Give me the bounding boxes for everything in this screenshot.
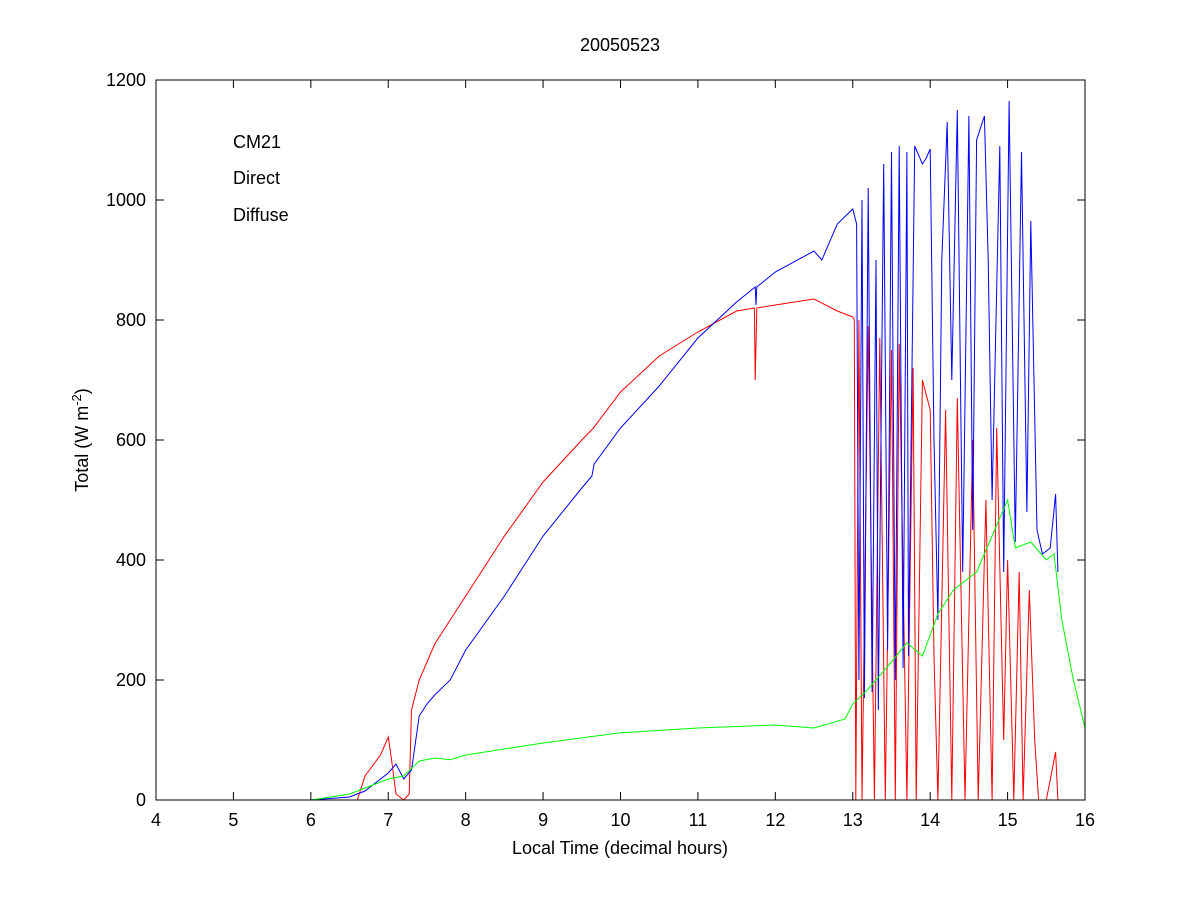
- y-tick-label: 800: [116, 310, 146, 330]
- chart-title: 20050523: [580, 35, 660, 55]
- x-tick-label: 12: [765, 810, 785, 830]
- x-tick-label: 5: [228, 810, 238, 830]
- y-axis-label: Total (W m-2): [69, 388, 92, 492]
- series-line-diffuse: [310, 498, 1086, 801]
- y-tick-label: 200: [116, 670, 146, 690]
- series-layer: [156, 100, 1086, 801]
- y-tick-label: 0: [136, 790, 146, 810]
- x-axis-ticks: 4 5 6 7 8 9 10 11 12 13 14 15 16: [151, 80, 1095, 830]
- x-tick-label: 9: [538, 810, 548, 830]
- x-axis-label: Local Time (decimal hours): [512, 838, 728, 858]
- x-tick-label: 15: [998, 810, 1018, 830]
- x-tick-label: 13: [843, 810, 863, 830]
- y-axis-label-main: Total (W m: [72, 406, 92, 492]
- x-tick-label: 10: [610, 810, 630, 830]
- y-tick-label: 600: [116, 430, 146, 450]
- x-tick-label: 11: [689, 810, 708, 830]
- y-tick-label: 1000: [106, 190, 146, 210]
- series-line-cm21: [156, 100, 1059, 801]
- x-tick-label: 14: [920, 810, 940, 830]
- y-axis-label-superscript: -2: [69, 394, 84, 406]
- y-axis-ticks: 0 200 400 600 800 1000 1200: [106, 70, 1085, 810]
- x-tick-label: 6: [306, 810, 316, 830]
- legend-entry-diffuse: Diffuse: [233, 205, 289, 225]
- x-tick-label: 16: [1075, 810, 1095, 830]
- legend-entry-direct: Direct: [233, 168, 280, 188]
- y-tick-label: 400: [116, 550, 146, 570]
- y-axis-label-close: ): [72, 388, 92, 394]
- legend: CM21 Direct Diffuse: [233, 132, 289, 225]
- x-tick-label: 7: [383, 810, 393, 830]
- x-tick-label: 4: [151, 810, 161, 830]
- x-tick-label: 8: [461, 810, 471, 830]
- y-tick-label: 1200: [106, 70, 146, 90]
- legend-entry-cm21: CM21: [233, 132, 281, 152]
